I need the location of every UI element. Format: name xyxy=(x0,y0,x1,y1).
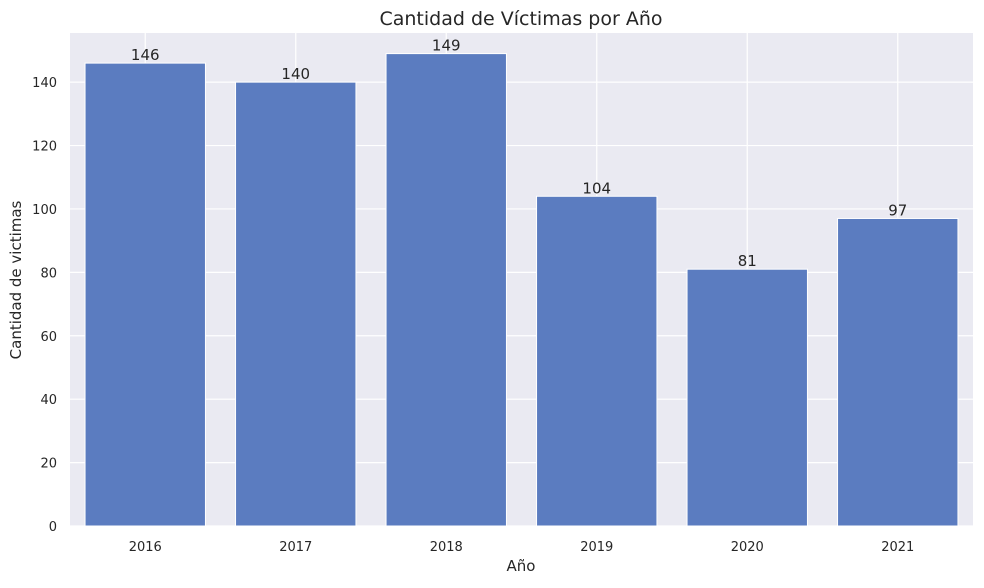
bar-2016 xyxy=(84,62,206,527)
x-tick-label: 2016 xyxy=(129,540,162,555)
data-label-2021: 97 xyxy=(888,201,907,219)
y-tick-label: 0 xyxy=(49,520,57,535)
data-label-2020: 81 xyxy=(738,252,757,270)
x-tick-label: 2017 xyxy=(279,540,312,555)
data-label-2017: 140 xyxy=(281,65,310,83)
x-tick-label: 2021 xyxy=(881,540,914,555)
y-tick-label: 60 xyxy=(40,330,57,345)
y-axis-ticks: 0 20 40 60 80 100 120 140 xyxy=(32,76,57,535)
plot-area-background xyxy=(70,33,973,526)
bars xyxy=(84,53,959,527)
x-tick-label: 2019 xyxy=(580,540,613,555)
y-tick-label: 100 xyxy=(32,203,57,218)
bar-2021 xyxy=(837,217,959,527)
data-labels: 146 140 149 104 81 97 xyxy=(131,37,907,271)
bar-2018 xyxy=(385,53,507,527)
y-axis-label: Cantidad de victimas xyxy=(7,200,25,359)
x-tick-label: 2020 xyxy=(731,540,764,555)
chart-title: Cantidad de Víctimas por Año xyxy=(379,8,662,30)
x-axis-ticks: 2016 2017 2018 2019 2020 2021 xyxy=(129,540,915,555)
y-tick-label: 140 xyxy=(32,76,57,91)
bar-2019 xyxy=(536,195,658,527)
y-tick-label: 40 xyxy=(40,393,57,408)
bar-2017 xyxy=(235,81,357,527)
x-tick-label: 2018 xyxy=(430,540,463,555)
data-label-2019: 104 xyxy=(582,179,611,197)
bar-2020 xyxy=(686,268,808,527)
y-tick-label: 80 xyxy=(40,266,57,281)
data-label-2018: 149 xyxy=(432,37,461,55)
x-axis-label: Año xyxy=(507,557,536,575)
y-tick-label: 120 xyxy=(32,140,57,155)
data-label-2016: 146 xyxy=(131,46,160,64)
y-tick-label: 20 xyxy=(40,457,57,472)
